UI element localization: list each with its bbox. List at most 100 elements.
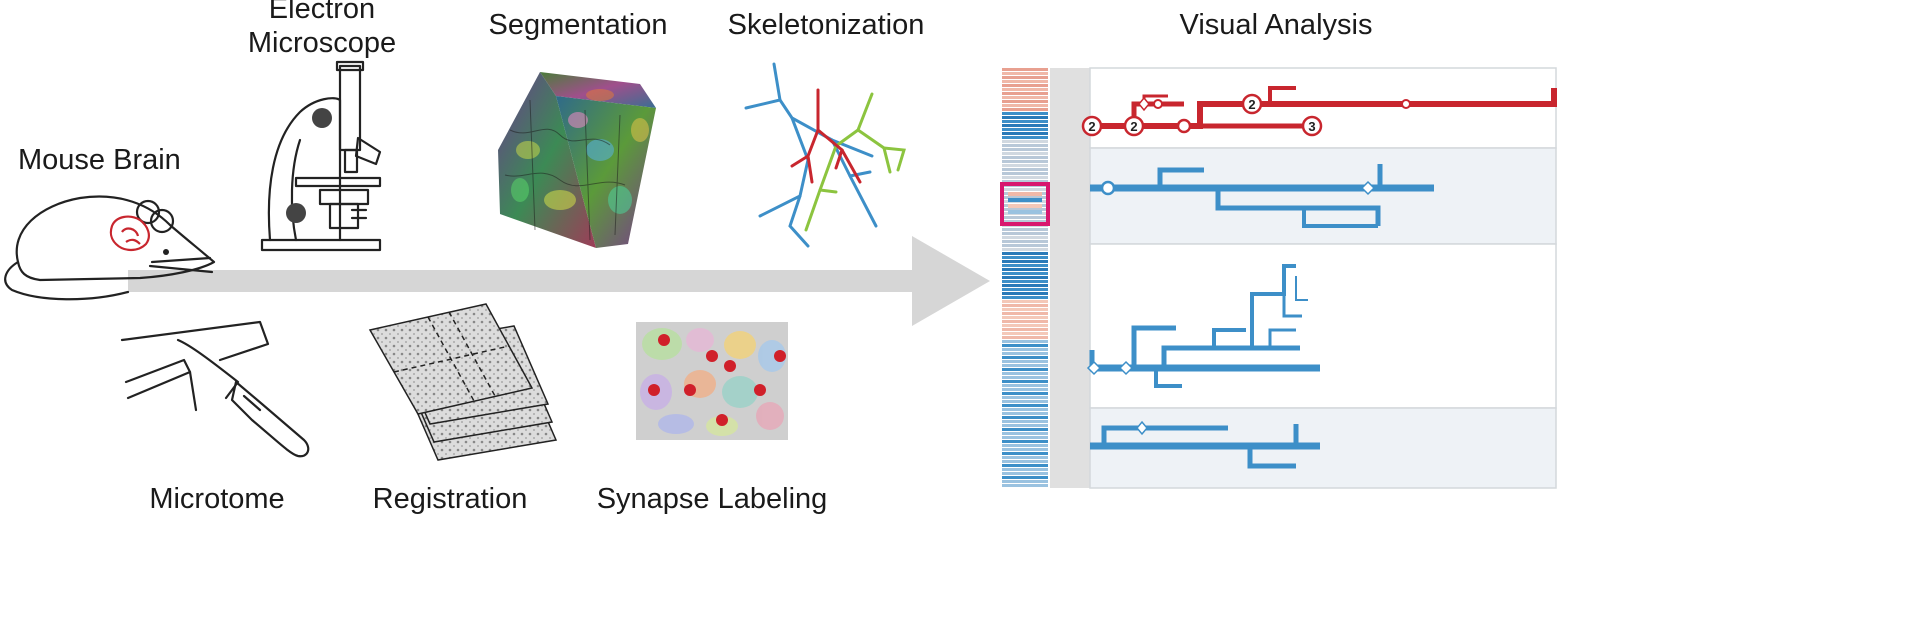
strip-stripe — [1002, 440, 1048, 443]
label-electron-microscope-line2: Microscope — [247, 27, 397, 59]
badge-label: 2 — [1130, 119, 1137, 134]
strip-stripe — [1002, 196, 1048, 199]
strip-stripe — [1002, 380, 1048, 383]
strip-stripe — [1002, 104, 1048, 107]
branch-node — [1100, 180, 1116, 196]
strip-stripe — [1002, 100, 1048, 103]
strip-stripe — [1002, 432, 1048, 435]
strip-stripe — [1002, 244, 1048, 247]
strip-stripe — [1002, 248, 1048, 251]
strip-stripe — [1002, 332, 1048, 335]
strip-stripe — [1002, 180, 1048, 183]
strip-stripe — [1002, 156, 1048, 159]
badge-label: 3 — [1308, 119, 1315, 134]
strip-stripe — [1002, 452, 1048, 455]
electron-microscope-illustration — [260, 60, 382, 252]
label-mouse-brain: Mouse Brain — [18, 144, 181, 176]
strip-stripe — [1002, 308, 1048, 311]
strip-stripe — [1002, 420, 1048, 423]
strip-stripe — [1002, 476, 1048, 479]
strip-stripe — [1002, 364, 1048, 367]
strip-stripe — [1002, 268, 1048, 271]
synapse-labeling-image — [636, 322, 788, 440]
strip-stripe — [1002, 456, 1048, 459]
strip-stripe — [1002, 312, 1048, 315]
strip-stripe — [1002, 284, 1048, 287]
strip-stripe — [1002, 72, 1048, 75]
strip-stripe — [1002, 404, 1048, 407]
strip-stripe — [1002, 68, 1048, 71]
strip-stripe — [1002, 84, 1048, 87]
zoom-connector — [1050, 68, 1090, 488]
blue-neuron-branches-3 — [1090, 424, 1320, 469]
strip-stripe — [1002, 164, 1048, 167]
strip-stripe — [1002, 460, 1048, 463]
label-visual-analysis: Visual Analysis — [1179, 9, 1373, 41]
strip-stripe — [1002, 136, 1048, 139]
microtome-illustration — [120, 320, 310, 458]
strip-stripe — [1002, 140, 1048, 143]
strip-stripe — [1002, 348, 1048, 351]
overview-strip — [1002, 68, 1048, 487]
strip-selection-stripe — [1008, 210, 1042, 214]
strip-stripe — [1002, 392, 1048, 395]
strip-stripe — [1002, 124, 1048, 127]
strip-stripe — [1002, 80, 1048, 83]
strip-stripe — [1002, 264, 1048, 267]
mouse-illustration — [4, 195, 216, 301]
strip-stripe — [1002, 396, 1048, 399]
strip-stripe — [1002, 96, 1048, 99]
branch-node — [1086, 360, 1102, 376]
registration-stack — [368, 303, 558, 461]
strip-stripe — [1002, 208, 1048, 211]
strip-selection-marker — [1000, 182, 1050, 226]
strip-stripe — [1002, 276, 1048, 279]
strip-stripe — [1002, 416, 1048, 419]
badge-label: 2 — [1088, 119, 1095, 134]
strip-stripe — [1002, 240, 1048, 243]
strip-stripe — [1002, 352, 1048, 355]
strip-stripe — [1002, 400, 1048, 403]
strip-stripe — [1002, 152, 1048, 155]
strip-stripe — [1002, 408, 1048, 411]
strip-stripe — [1002, 356, 1048, 359]
strip-selection-stripe — [1008, 204, 1042, 208]
strip-stripe — [1002, 336, 1048, 339]
branch-node — [1136, 420, 1148, 436]
strip-stripe — [1002, 272, 1048, 275]
strip-stripe — [1002, 256, 1048, 259]
strip-stripe — [1002, 372, 1048, 375]
label-electron-microscope: Electron Microscope — [242, 0, 402, 60]
strip-stripe — [1002, 316, 1048, 319]
brain-icon — [109, 215, 150, 252]
strip-stripe — [1002, 252, 1048, 255]
branch-node — [1360, 180, 1376, 196]
strip-stripe — [1002, 288, 1048, 291]
strip-stripe — [1002, 108, 1048, 111]
strip-selection-stripe — [1008, 192, 1042, 196]
strip-stripe — [1002, 128, 1048, 131]
strip-stripe — [1002, 464, 1048, 467]
branch-badges: 2 2 2 3 — [1081, 93, 1411, 137]
label-synapse-labeling: Synapse Labeling — [596, 483, 828, 515]
strip-stripe — [1002, 236, 1048, 239]
strip-stripe — [1002, 368, 1048, 371]
label-microtome: Microtome — [149, 483, 285, 515]
strip-stripe — [1002, 88, 1048, 91]
strip-stripe — [1002, 328, 1048, 331]
segmentation-cube — [498, 72, 656, 248]
label-registration: Registration — [372, 483, 528, 515]
strip-stripe — [1002, 472, 1048, 475]
strip-stripe — [1002, 228, 1048, 231]
strip-stripe — [1002, 168, 1048, 171]
strip-stripe — [1002, 444, 1048, 447]
strip-selection-stripe — [1008, 198, 1042, 202]
pipeline-arrow — [128, 236, 990, 326]
blue-neuron-branches-1 — [1090, 164, 1434, 228]
strip-stripe — [1002, 480, 1048, 483]
strip-stripe — [1002, 148, 1048, 151]
strip-stripe — [1002, 296, 1048, 299]
strip-stripe — [1002, 220, 1048, 223]
